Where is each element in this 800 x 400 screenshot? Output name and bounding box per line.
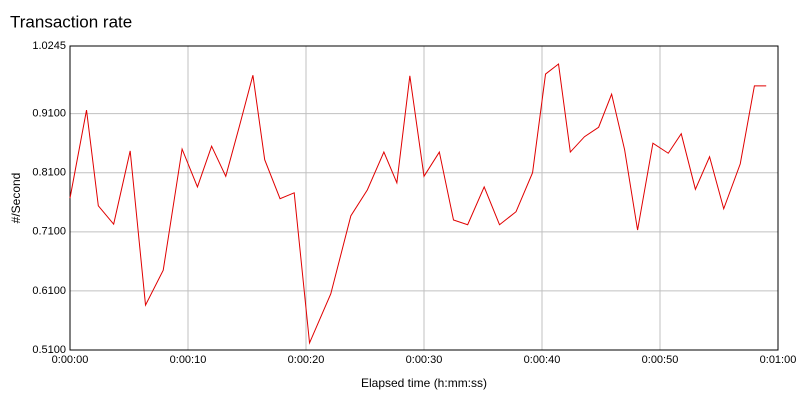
y-tick-label: 0.5100 xyxy=(32,344,66,356)
data-line xyxy=(69,63,767,345)
x-tick-label: 0:00:30 xyxy=(406,354,443,366)
x-tick-label: 0:00:40 xyxy=(524,354,561,366)
x-axis-label: Elapsed time (h:mm:ss) xyxy=(361,376,487,390)
y-tick-label: 1.0245 xyxy=(32,40,66,52)
x-tick-label: 0:00:20 xyxy=(288,354,325,366)
y-tick-label: 0.9100 xyxy=(32,108,66,120)
x-tick-label: 0:00:00 xyxy=(52,354,89,366)
y-tick-label: 0.8100 xyxy=(32,167,66,179)
y-axis-label: #/Second xyxy=(9,173,23,224)
y-tick-label: 0.6100 xyxy=(32,285,66,297)
x-tick-label: 0:00:50 xyxy=(642,354,679,366)
x-tick-label: 0:00:10 xyxy=(170,354,207,366)
chart-title: Transaction rate xyxy=(10,12,132,31)
x-tick-label: 0:01:00 xyxy=(760,354,797,366)
y-tick-label: 0.7100 xyxy=(32,226,66,238)
